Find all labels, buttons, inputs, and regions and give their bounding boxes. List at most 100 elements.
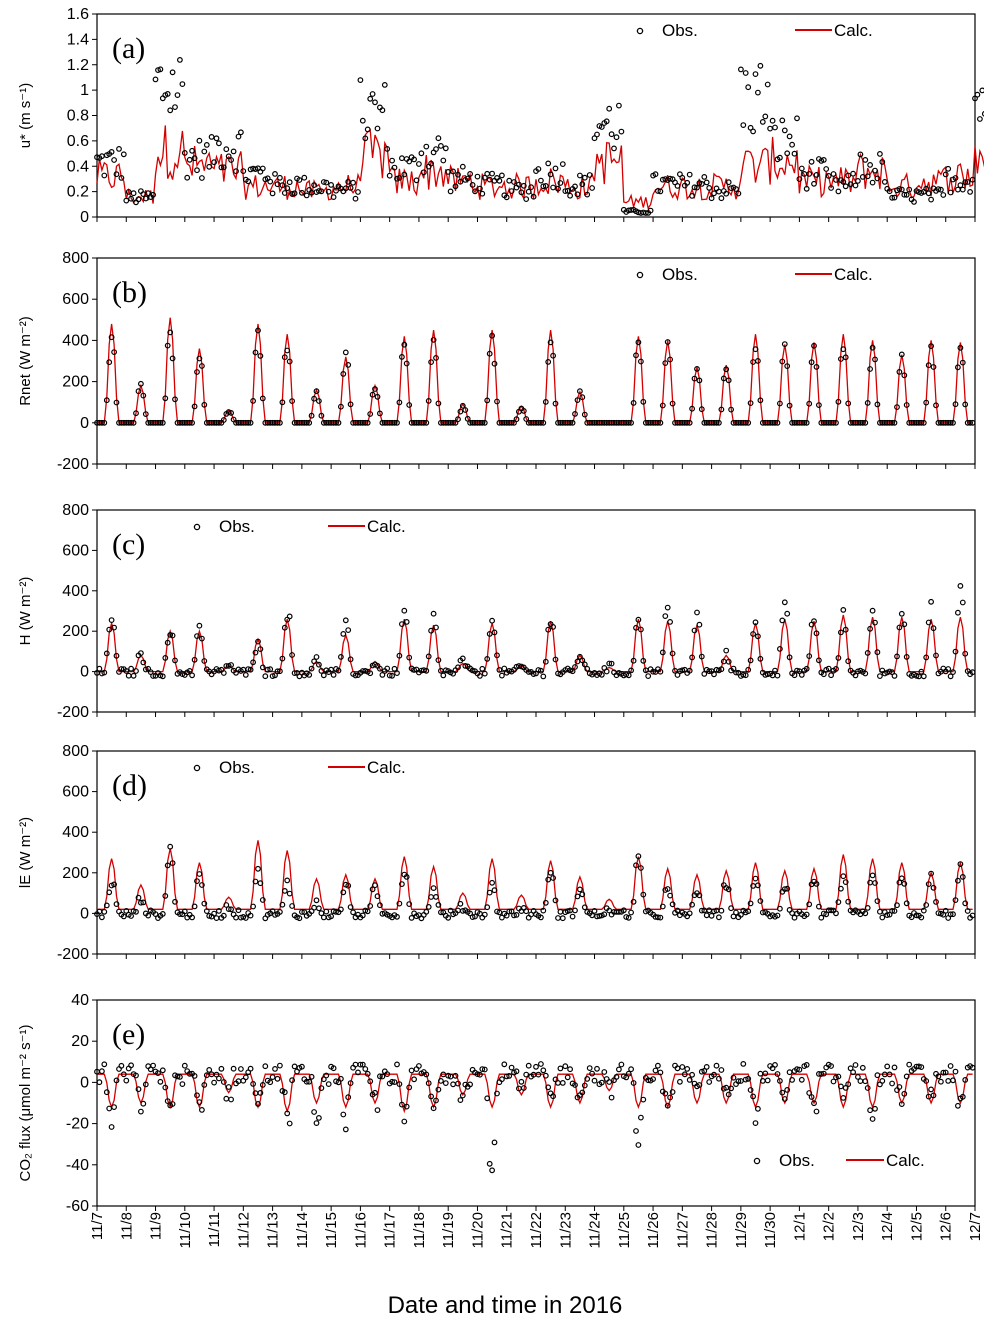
obs-point [694, 366, 700, 372]
x-date-tick-label: 12/3 [850, 1212, 867, 1241]
obs-point [740, 1060, 747, 1067]
obs-point [528, 184, 534, 191]
obs-point [215, 1075, 222, 1082]
obs-point [391, 419, 398, 426]
obs-point [425, 653, 432, 660]
obs-point [281, 354, 288, 361]
obs-point [889, 1080, 895, 1087]
obs-point [369, 91, 376, 97]
obs-point [257, 1089, 264, 1096]
obs-point [816, 402, 822, 409]
obs-point [920, 419, 927, 426]
obs-point [535, 667, 542, 673]
obs-point [137, 380, 144, 387]
panel-tag: (a) [112, 32, 145, 65]
obs-point [877, 150, 883, 157]
obs-point [859, 419, 866, 426]
obs-point [925, 881, 932, 887]
obs-point [106, 889, 113, 896]
obs-point [686, 910, 693, 917]
obs-point [316, 661, 322, 668]
obs-point [694, 609, 700, 616]
obs-point [806, 170, 813, 177]
obs-point [698, 180, 705, 187]
obs-point [128, 195, 135, 202]
obs-point [647, 207, 654, 214]
obs-point [898, 186, 905, 193]
obs-point [781, 1096, 788, 1102]
obs-point [289, 190, 296, 197]
obs-point [667, 619, 673, 625]
obs-point [806, 1090, 813, 1096]
obs-point [698, 653, 705, 660]
obs-point [359, 1061, 366, 1068]
obs-point [855, 1073, 861, 1080]
obs-point [172, 396, 178, 403]
obs-point [803, 185, 810, 192]
obs-point [889, 908, 895, 914]
obs-point [279, 655, 286, 662]
obs-point [455, 1080, 461, 1087]
y-axis-title: H (W m⁻²) [17, 577, 34, 646]
obs-point [635, 339, 642, 346]
x-date-tick-label: 11/27 [674, 1212, 691, 1248]
obs-point [120, 913, 127, 920]
obs-point [577, 172, 583, 179]
obs-point [250, 659, 257, 666]
obs-point [747, 400, 754, 407]
obs-point [774, 419, 781, 426]
obs-point [113, 399, 120, 406]
obs-point [223, 1095, 230, 1102]
obs-point [272, 170, 278, 177]
obs-point [447, 188, 454, 195]
obs-point [779, 1089, 786, 1096]
obs-point [725, 658, 732, 665]
obs-point [555, 915, 561, 921]
obs-point [401, 607, 408, 614]
legend: Obs. Calc. [193, 758, 406, 777]
obs-point [506, 177, 513, 184]
obs-point [128, 665, 135, 672]
obs-point [328, 181, 335, 188]
obs-point [120, 1071, 127, 1078]
obs-point [755, 882, 761, 889]
obs-point [955, 186, 961, 193]
obs-point [198, 882, 205, 888]
obs-point [428, 1093, 435, 1100]
obs-point [733, 909, 739, 916]
obs-point [667, 175, 673, 182]
obs-point [745, 1075, 752, 1082]
obs-point [374, 393, 381, 400]
obs-point [752, 619, 759, 626]
panel-d: -200 0 200 400 600 800 lE (W m⁻²) (d) Obs. Calc. [17, 743, 976, 963]
obs-point [135, 196, 142, 203]
obs-point [435, 1086, 442, 1093]
obs-point [594, 131, 600, 138]
obs-point [769, 117, 776, 124]
obs-point [755, 358, 761, 364]
obs-point [969, 1064, 976, 1071]
obs-point [791, 672, 798, 679]
obs-point [538, 667, 544, 674]
obs-point [933, 899, 939, 905]
obs-point [377, 665, 383, 672]
obs-point [311, 904, 318, 911]
obs-point [828, 907, 834, 914]
obs-point [133, 908, 139, 915]
obs-point [689, 654, 695, 661]
obs-point [547, 869, 554, 876]
obs-point [884, 1063, 891, 1070]
obs-point [596, 913, 603, 919]
obs-point [762, 1070, 769, 1077]
obs-point [669, 400, 676, 407]
obs-point [252, 878, 259, 885]
obs-point [96, 665, 103, 672]
obs-point [220, 670, 227, 676]
obs-point [150, 191, 157, 198]
obs-point [108, 1124, 115, 1130]
obs-point [306, 419, 313, 426]
obs-point [384, 665, 391, 672]
x-date-tick-label: 11/28 [704, 1212, 721, 1248]
obs-point [518, 189, 525, 196]
obs-point [640, 891, 647, 898]
